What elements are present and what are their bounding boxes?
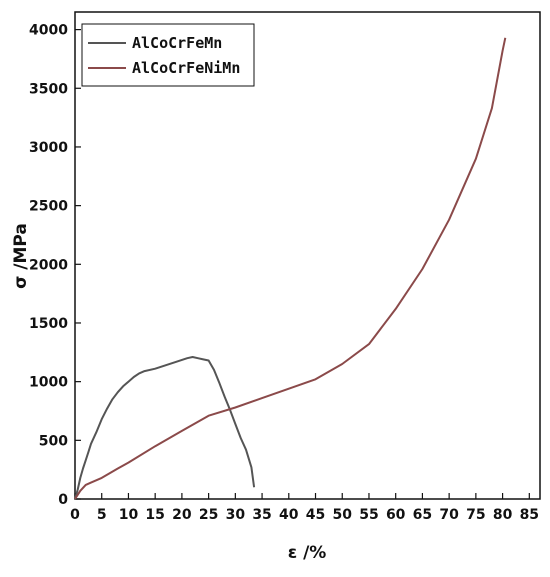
x-tick-label: 85 <box>520 507 539 523</box>
y-tick-label: 500 <box>39 433 68 449</box>
axis-ticks <box>74 29 530 500</box>
y-tick-label: 1000 <box>29 375 68 391</box>
x-tick-label: 35 <box>252 507 271 523</box>
y-tick-label: 2000 <box>29 257 68 273</box>
x-tick-label: 80 <box>493 507 513 523</box>
x-tick-label: 30 <box>226 507 246 523</box>
legend-label-alcocrfenimn: AlCoCrFeNiMn <box>132 59 240 77</box>
y-axis-label: σ /MPa <box>11 223 31 289</box>
y-tick-label: 4000 <box>29 23 68 39</box>
x-tick-label: 5 <box>97 507 107 523</box>
y-tick-label: 0 <box>58 492 68 508</box>
legend-label-alcocrfemn: AlCoCrFeMn <box>132 34 222 52</box>
x-tick-label: 45 <box>306 507 325 523</box>
series-line-alcocrfenimn <box>74 37 507 500</box>
y-tick-label: 3000 <box>29 140 68 156</box>
x-tick-label: 50 <box>332 507 352 523</box>
x-tick-label: 40 <box>279 507 299 523</box>
x-tick-label: 65 <box>413 507 432 523</box>
x-tick-label: 25 <box>199 507 218 523</box>
axis-tick-labels: 0 5 10 15 20 25 30 35 40 45 50 55 60 65 70 75 80 85 0 500 10… <box>29 23 539 523</box>
x-tick-label: 60 <box>386 507 406 523</box>
x-tick-label: 70 <box>439 507 459 523</box>
x-tick-label: 55 <box>359 507 378 523</box>
y-tick-label: 1500 <box>29 316 68 332</box>
series-lines <box>74 37 507 500</box>
series-line-alcocrfemn <box>74 356 256 500</box>
x-tick-label: 0 <box>70 507 80 523</box>
y-tick-label: 3500 <box>29 81 68 97</box>
x-tick-label: 75 <box>466 507 485 523</box>
legend: AlCoCrFeMn AlCoCrFeNiMn <box>81 23 255 87</box>
plot-frame <box>74 11 541 500</box>
x-tick-label: 15 <box>145 507 164 523</box>
x-tick-label: 10 <box>119 507 139 523</box>
x-axis-label: ε /% <box>288 543 327 563</box>
y-tick-label: 2500 <box>29 199 68 215</box>
legend-box <box>81 23 255 87</box>
x-tick-label: 20 <box>172 507 192 523</box>
